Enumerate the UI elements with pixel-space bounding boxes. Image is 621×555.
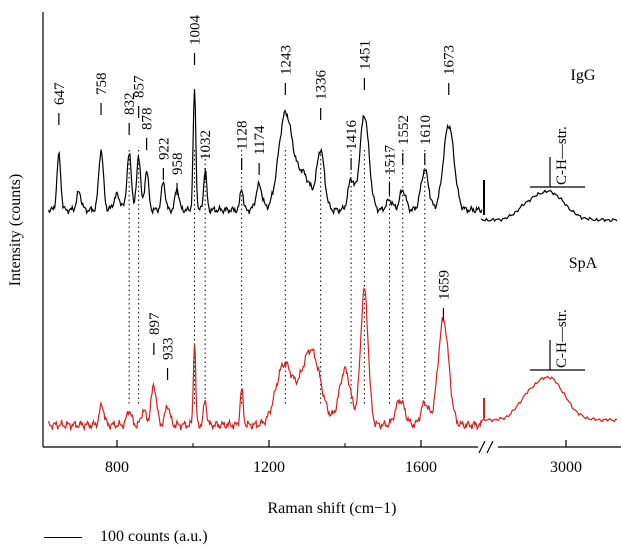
axis-break-marks (478, 440, 494, 454)
scale-bar-label: 100 counts (a.u.) (100, 528, 208, 545)
peak-label-igg: 1416 (344, 120, 360, 151)
x-tick-label: 800 (105, 459, 129, 476)
x-ticks: 800 1200 1600 3000 (105, 440, 582, 476)
peak-label-igg: 1552 (396, 115, 412, 145)
peak-label-igg: 1673 (442, 45, 458, 75)
x-tick-label: 1200 (253, 459, 285, 476)
ch-stretch-label-igg: C-H—str. (554, 126, 570, 185)
peak-label-igg: 1243 (278, 45, 294, 75)
peak-label-igg: 1174 (252, 125, 268, 155)
series-label-spa: SpA (569, 255, 598, 272)
peak-label-igg: 1517 (382, 145, 398, 176)
peak-label-igg: 1610 (418, 115, 434, 145)
spectra (48, 89, 618, 432)
series-label-igg: IgG (571, 67, 596, 84)
dotted-guides (128, 150, 426, 405)
peak-label-igg: 1336 (314, 70, 330, 101)
scale-bar-line (44, 536, 82, 538)
series-line-spa (48, 287, 483, 432)
y-axis-label: Intensity (counts) (7, 174, 24, 286)
peak-label-igg: 958 (170, 153, 186, 176)
peak-label-igg: 1451 (357, 40, 373, 70)
peak-label-igg: 758 (94, 73, 110, 96)
peak-label-igg: 922 (156, 138, 172, 161)
peak-label-igg: 647 (52, 82, 68, 105)
peak-label-spa: 933 (161, 338, 177, 361)
ch-stretch-label-spa: C-H—str. (554, 309, 570, 368)
x-tick-label: 1600 (405, 459, 437, 476)
series-line-igg-ch (480, 189, 618, 223)
series-line-igg (48, 89, 483, 216)
scale-bar: 100 counts (a.u.) (44, 527, 208, 547)
peak-label-igg: 1004 (188, 15, 204, 46)
peak-label-igg: 832 (122, 93, 138, 116)
x-tick-label: 3000 (550, 459, 582, 476)
peak-label-spa: 1659 (436, 270, 452, 300)
series-line-spa-ch (480, 375, 618, 423)
peak-label-igg: 1128 (235, 121, 251, 150)
peak-label-igg: 857 (132, 75, 148, 98)
peak-label-spa: 897 (147, 312, 163, 335)
x-axis-label: Raman shift (cm−1) (268, 500, 397, 517)
peak-label-igg: 878 (140, 108, 156, 131)
annotations: IgG SpA C-H—str. C-H—str. (530, 67, 598, 371)
peak-label-igg: 1032 (198, 130, 214, 160)
